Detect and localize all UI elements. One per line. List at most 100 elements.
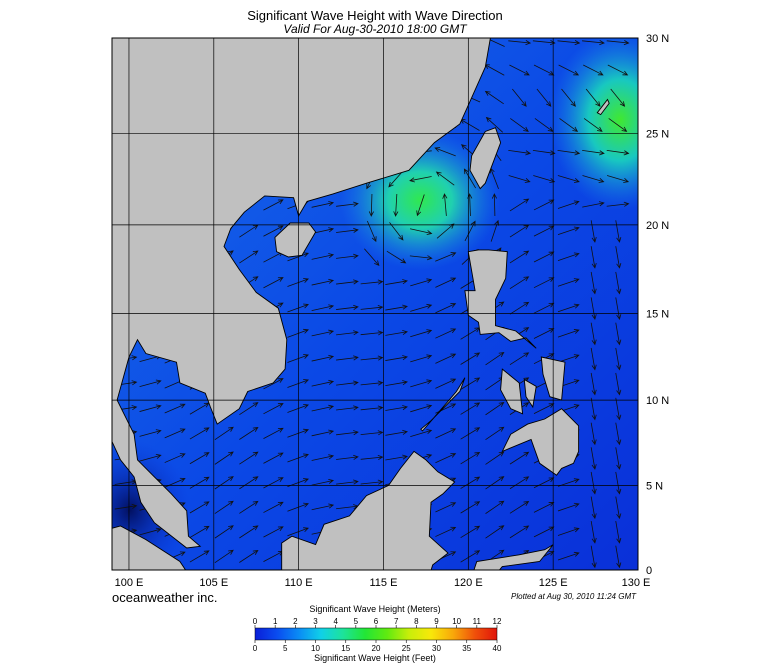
land — [112, 38, 610, 570]
arrow — [533, 302, 555, 314]
arrow — [435, 353, 457, 364]
arrow — [557, 329, 580, 338]
arrow — [582, 40, 605, 46]
arrow — [460, 525, 481, 539]
arrow — [434, 147, 456, 157]
arrow — [585, 88, 601, 107]
arrow — [360, 405, 384, 411]
arrow — [336, 201, 359, 207]
arrow — [460, 427, 481, 440]
arrow — [607, 64, 629, 76]
arrow — [239, 549, 259, 563]
arrow — [460, 377, 481, 390]
arrow — [336, 479, 359, 485]
lon-label: 120 E — [454, 577, 483, 589]
arrow — [336, 405, 359, 411]
arrow — [263, 199, 284, 211]
arrow — [534, 118, 554, 132]
arrow — [590, 447, 597, 470]
arrow — [189, 525, 210, 538]
arrow — [533, 328, 555, 339]
arrow — [435, 378, 457, 389]
colorbar-title: Significant Wave Height (Feet) — [314, 653, 436, 663]
arrow — [509, 451, 530, 465]
arrow — [435, 328, 457, 339]
arrow — [263, 277, 284, 289]
arrow — [311, 379, 335, 387]
arrow — [114, 503, 138, 510]
arrow — [287, 428, 309, 438]
arrow — [491, 193, 497, 216]
arrow — [336, 454, 359, 460]
landmass — [112, 38, 491, 549]
meters-tick-label: 4 — [333, 617, 338, 626]
arrow — [385, 279, 408, 285]
arrow — [615, 496, 622, 520]
arrow — [590, 220, 597, 243]
arrow — [606, 201, 630, 207]
arrow — [435, 526, 457, 537]
arrow — [557, 149, 581, 156]
title: Significant Wave Height with Wave Direct… — [247, 8, 503, 23]
arrow — [509, 352, 530, 366]
arrow — [590, 322, 597, 346]
arrow — [509, 476, 530, 490]
arrow — [615, 447, 622, 470]
arrow — [311, 329, 335, 337]
arrow — [139, 453, 162, 462]
arrow — [533, 199, 555, 211]
arrow — [393, 193, 399, 217]
arrow — [311, 429, 335, 437]
arrow — [435, 453, 457, 464]
lat-label: 20 N — [646, 220, 669, 232]
arrow — [360, 330, 384, 336]
arrow — [508, 149, 532, 156]
arrow — [139, 429, 162, 437]
arrow — [360, 479, 384, 485]
arrow — [287, 252, 309, 262]
feet-tick-label: 40 — [493, 644, 502, 653]
arrow — [561, 88, 576, 107]
arrow — [336, 253, 359, 259]
arrow — [533, 526, 555, 538]
arrow — [214, 549, 234, 563]
landmass — [500, 368, 524, 415]
landmass — [112, 525, 187, 570]
arrow — [336, 279, 359, 285]
arrow — [263, 225, 284, 237]
arrow — [509, 250, 530, 264]
landmass — [274, 222, 317, 258]
arrow — [435, 252, 457, 262]
arrow — [287, 453, 309, 463]
arrow — [263, 526, 284, 538]
arrow — [533, 225, 555, 237]
arrow — [368, 193, 374, 217]
arrow — [164, 453, 186, 463]
arrow — [557, 303, 580, 313]
lat-label: 0 — [646, 565, 652, 577]
arrow — [590, 246, 597, 269]
arrow — [410, 329, 433, 338]
arrow — [239, 500, 259, 514]
arrow — [311, 404, 335, 412]
arrow — [615, 297, 622, 320]
arrow — [606, 40, 630, 46]
arrow — [615, 271, 622, 295]
map-frame — [111, 37, 639, 571]
arrow — [385, 454, 408, 461]
brand: oceanweather inc. — [112, 590, 218, 605]
arrow — [360, 279, 384, 285]
arrow — [557, 278, 580, 287]
arrow — [435, 428, 457, 439]
arrow — [510, 118, 529, 132]
arrow — [590, 422, 597, 446]
arrow — [360, 380, 384, 386]
arrow — [512, 88, 527, 107]
arrow — [557, 527, 580, 536]
lon-label: 100 E — [115, 577, 144, 589]
arrow — [214, 426, 234, 440]
arrow — [509, 198, 530, 212]
lon-label: 105 E — [199, 577, 228, 589]
arrow — [533, 477, 555, 489]
arrow — [485, 352, 505, 366]
